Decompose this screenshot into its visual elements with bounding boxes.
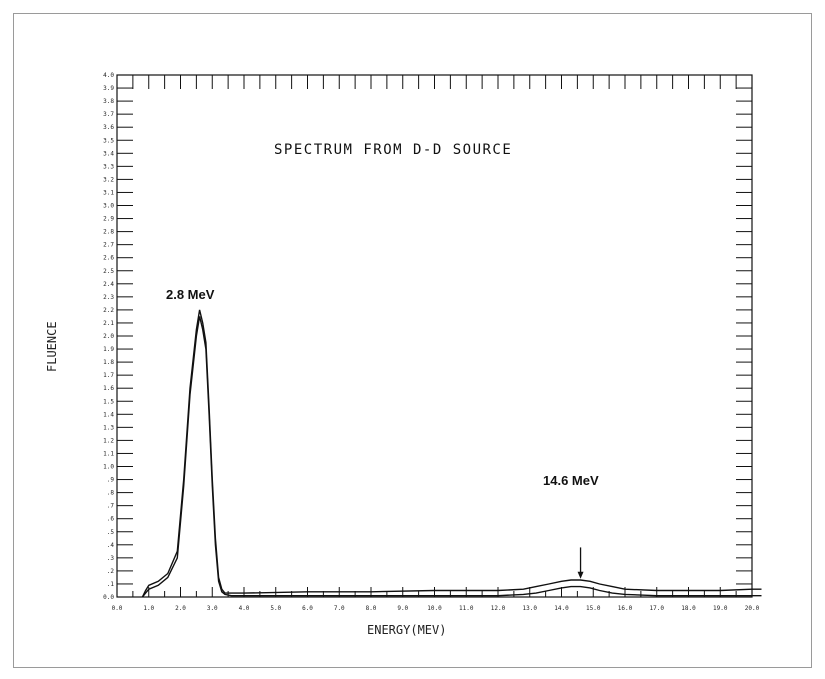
y-tick-label: 1.6 <box>103 385 114 392</box>
x-tick-label: 5.0 <box>270 605 281 612</box>
x-tick-label: 12.0 <box>491 605 506 612</box>
annotation-arrow-head <box>577 571 584 579</box>
y-tick-label: 3.8 <box>103 98 114 105</box>
y-tick-label: .5 <box>107 529 115 536</box>
x-tick-label: 15.0 <box>586 605 601 612</box>
series-line-1 <box>141 309 762 598</box>
series-line-2 <box>141 316 762 598</box>
y-tick-label: .3 <box>107 555 115 562</box>
y-tick-label: 3.4 <box>103 150 114 157</box>
y-tick-label: 1.3 <box>103 424 114 431</box>
y-tick-label: 3.2 <box>103 176 114 183</box>
y-tick-label: 3.6 <box>103 124 114 131</box>
y-tick-label: 1.8 <box>103 359 114 366</box>
x-tick-label: 14.0 <box>554 605 569 612</box>
y-tick-label: 2.6 <box>103 255 114 262</box>
x-tick-label: 0.0 <box>112 605 123 612</box>
y-tick-label: 2.1 <box>103 320 114 327</box>
figure-frame <box>13 13 812 668</box>
y-tick-label: 3.3 <box>103 163 114 170</box>
y-tick-label: 2.9 <box>103 216 114 223</box>
chart-title: SPECTRUM FROM D-D SOURCE <box>274 142 512 158</box>
x-axis-label: ENERGY(MEV) <box>367 623 446 637</box>
x-tick-label: 4.0 <box>239 605 250 612</box>
x-tick-label: 16.0 <box>618 605 633 612</box>
x-tick-label: 11.0 <box>459 605 474 612</box>
y-tick-label: 2.8 <box>103 229 114 236</box>
y-tick-label: .4 <box>107 542 115 549</box>
y-tick-label: 3.5 <box>103 137 114 144</box>
annotation-14-6-mev: 14.6 MeV <box>543 473 599 488</box>
x-tick-label: 20.0 <box>745 605 760 612</box>
y-tick-label: 3.9 <box>103 85 114 92</box>
y-tick-label: 1.1 <box>103 450 114 457</box>
x-tick-label: 7.0 <box>334 605 345 612</box>
y-tick-label: 2.2 <box>103 307 114 314</box>
x-tick-label: 8.0 <box>366 605 377 612</box>
y-tick-label: .8 <box>107 490 115 497</box>
y-tick-label: 0.0 <box>103 594 114 601</box>
y-tick-label: 2.7 <box>103 242 114 249</box>
x-tick-label: 19.0 <box>713 605 728 612</box>
x-tick-label: 17.0 <box>650 605 665 612</box>
y-tick-label: 2.0 <box>103 333 114 340</box>
y-tick-label: 1.0 <box>103 464 114 471</box>
y-tick-label: .6 <box>107 516 115 523</box>
y-tick-label: 1.4 <box>103 411 114 418</box>
y-tick-label: .7 <box>107 503 115 510</box>
y-tick-label: 4.0 <box>103 72 114 79</box>
y-tick-label: 2.5 <box>103 268 114 275</box>
y-tick-label: .9 <box>107 477 115 484</box>
x-tick-label: 2.0 <box>175 605 186 612</box>
y-tick-label: 2.4 <box>103 281 114 288</box>
y-tick-label: 3.0 <box>103 203 114 210</box>
x-tick-label: 1.0 <box>143 605 154 612</box>
x-tick-label: 3.0 <box>207 605 218 612</box>
x-tick-label: 6.0 <box>302 605 313 612</box>
y-tick-label: 2.3 <box>103 294 114 301</box>
x-tick-label: 18.0 <box>681 605 696 612</box>
y-tick-label: 3.7 <box>103 111 114 118</box>
y-tick-label: 1.7 <box>103 372 114 379</box>
y-tick-label: 1.5 <box>103 398 114 405</box>
y-tick-label: 1.9 <box>103 346 114 353</box>
x-tick-label: 13.0 <box>523 605 538 612</box>
y-tick-label: 1.2 <box>103 437 114 444</box>
x-tick-label: 9.0 <box>397 605 408 612</box>
x-tick-label: 10.0 <box>427 605 442 612</box>
y-tick-label: 3.1 <box>103 189 114 196</box>
annotation-2-8-mev: 2.8 MeV <box>166 287 215 302</box>
y-tick-label: .2 <box>107 568 115 575</box>
y-tick-label: .1 <box>107 581 115 588</box>
y-axis-label: FLUENCE <box>45 321 59 372</box>
